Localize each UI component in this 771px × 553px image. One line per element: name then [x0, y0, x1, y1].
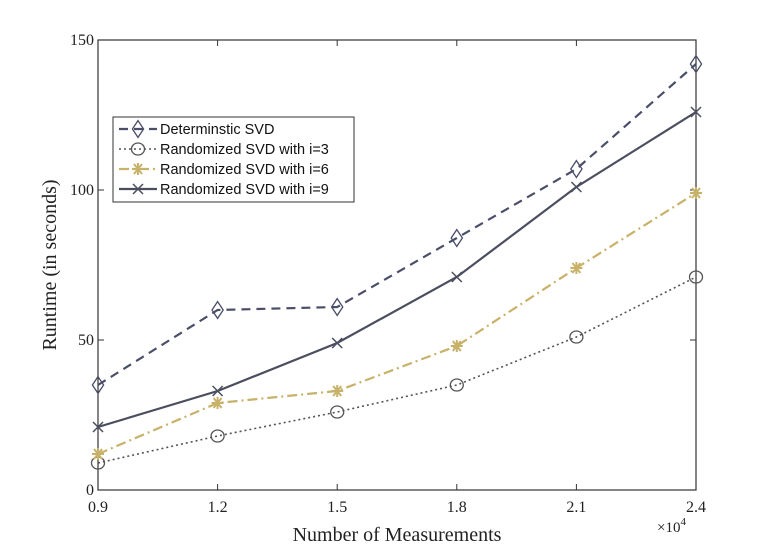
x-tick-label: 0.9 [88, 499, 108, 516]
data-point [690, 106, 702, 118]
legend-marker [130, 142, 146, 156]
y-tick-label: 100 [70, 182, 94, 199]
data-point [449, 378, 464, 392]
data-point [570, 159, 583, 179]
series-line [97, 111, 697, 429]
x-tick-label: 1.8 [447, 499, 467, 516]
x-tick-label: 2.1 [566, 499, 586, 516]
legend-label: Randomized SVD with i=9 [160, 182, 329, 198]
x-tick-label: 2.4 [686, 499, 706, 516]
data-point [331, 385, 344, 397]
legend-entry: Randomized SVD with i=3 [119, 142, 329, 158]
data-point [210, 429, 225, 443]
y-tick-label: 50 [78, 332, 94, 349]
data-point [690, 187, 702, 199]
series-line [97, 276, 697, 464]
data-point [451, 271, 463, 283]
data-point [330, 297, 344, 317]
legend-box [112, 116, 355, 203]
legend-label: Randomized SVD with i=3 [160, 142, 329, 158]
data-point [92, 421, 104, 433]
x-tick-label: 1.5 [327, 499, 347, 516]
series-group [91, 54, 703, 395]
y-axis-title: Runtime (in seconds) [39, 179, 61, 350]
data-point [330, 405, 345, 419]
data-point [331, 337, 343, 349]
data-point [211, 300, 224, 320]
data-point [689, 54, 703, 74]
data-point [570, 262, 583, 274]
series-line [97, 63, 697, 386]
series-group [92, 106, 702, 433]
series-line [97, 192, 697, 456]
legend-entry: Randomized SVD with i=6 [119, 162, 329, 178]
plot-area [97, 39, 697, 491]
x-axis-title: Number of Measurements [293, 524, 502, 546]
y-tick-label: 150 [70, 32, 94, 49]
data-point [91, 375, 105, 395]
legend-label: Randomized SVD with i=6 [160, 162, 329, 178]
data-point [450, 228, 464, 248]
series-group [92, 187, 702, 460]
legend-marker [132, 163, 144, 175]
data-point [92, 448, 104, 460]
legend-marker [132, 183, 144, 195]
data-point [570, 181, 582, 193]
data-point [450, 340, 463, 352]
x-tick-label: 1.2 [208, 499, 228, 516]
legend: Determinstic SVD Randomized SVD with i=3 R… [112, 116, 355, 203]
data-point [569, 330, 584, 344]
axis-ticks: 0.9 1.2 1.5 1.8 2.1 2.4 0 50 100 150 [70, 32, 706, 516]
legend-entry: Determinstic SVD [119, 119, 274, 139]
y-tick-label: 0 [86, 482, 94, 499]
series-layer [90, 54, 704, 470]
data-point [211, 397, 224, 409]
data-point [688, 270, 704, 284]
series-group [90, 270, 704, 470]
legend-marker [131, 119, 145, 139]
x-axis-multiplier: ×104 [657, 516, 686, 536]
data-point [212, 385, 224, 397]
legend-label: Determinstic SVD [160, 122, 274, 138]
legend-entry: Randomized SVD with i=9 [119, 182, 329, 198]
